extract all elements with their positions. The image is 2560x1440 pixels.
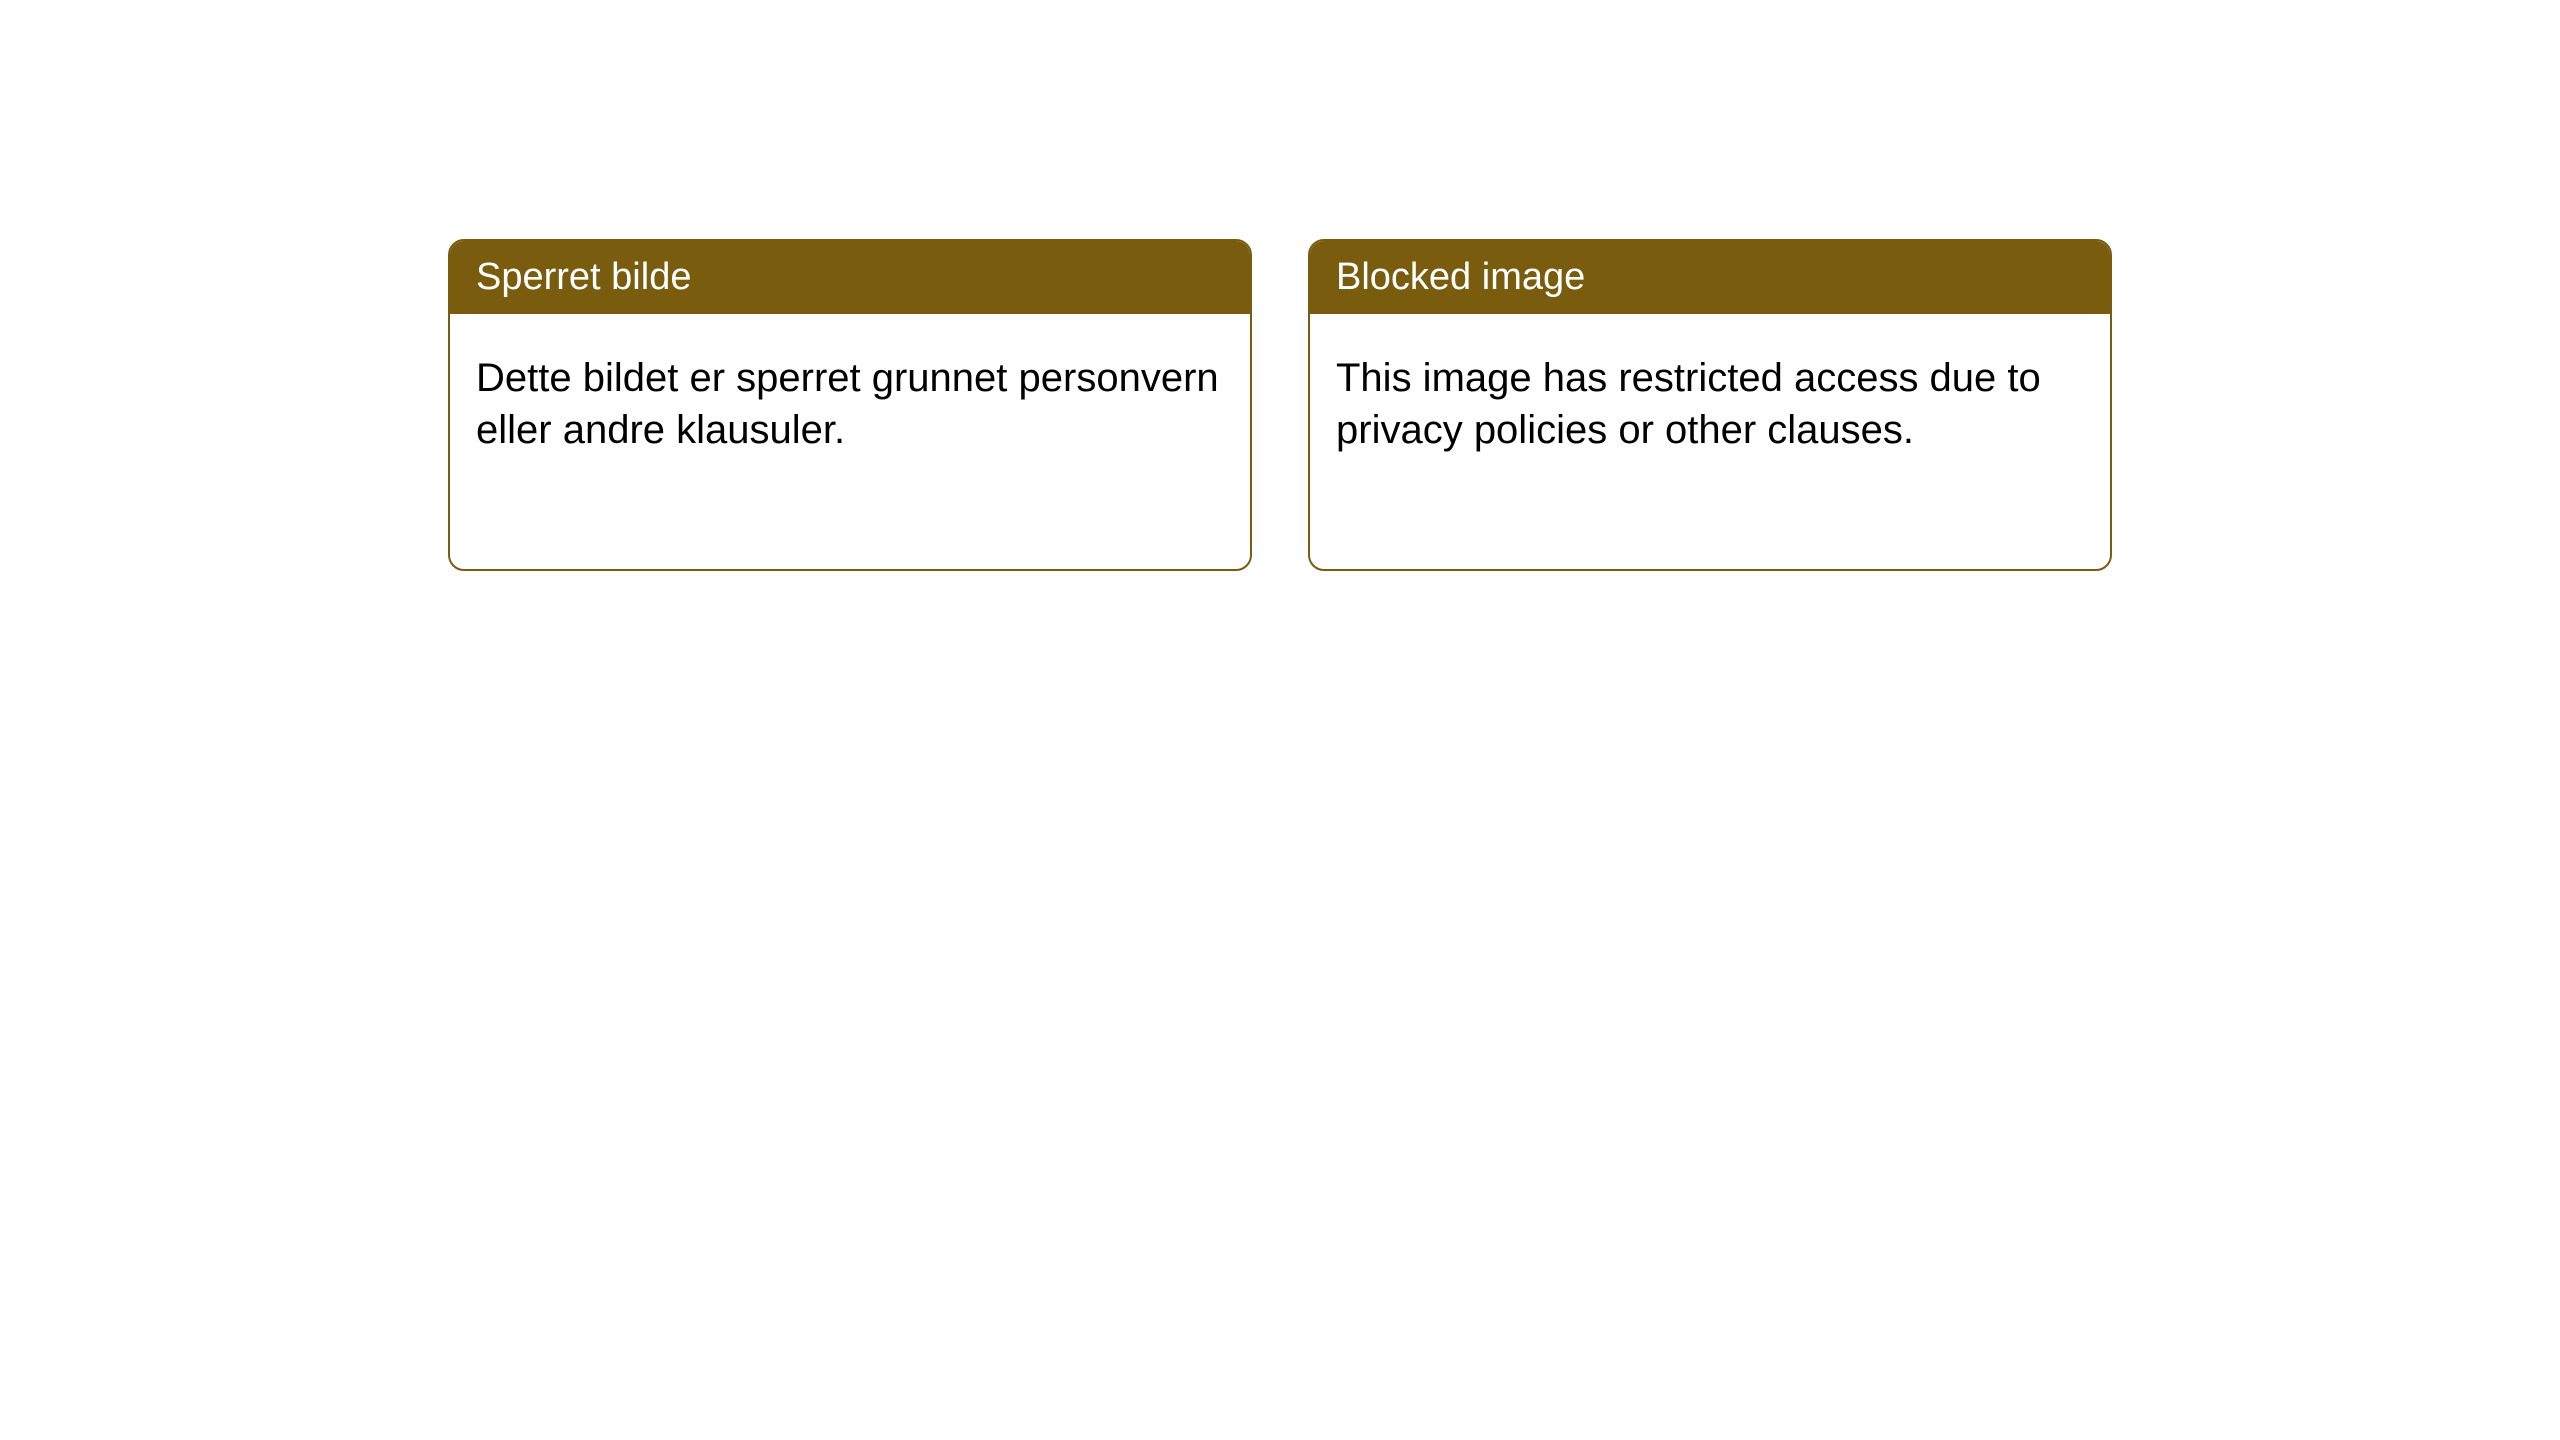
- card-header: Blocked image: [1310, 241, 2110, 314]
- notice-card-english: Blocked image This image has restricted …: [1308, 239, 2112, 571]
- notice-card-norwegian: Sperret bilde Dette bildet er sperret gr…: [448, 239, 1252, 571]
- notice-cards-container: Sperret bilde Dette bildet er sperret gr…: [448, 239, 2112, 571]
- card-header: Sperret bilde: [450, 241, 1250, 314]
- card-body: This image has restricted access due to …: [1310, 314, 2110, 494]
- card-body: Dette bildet er sperret grunnet personve…: [450, 314, 1250, 494]
